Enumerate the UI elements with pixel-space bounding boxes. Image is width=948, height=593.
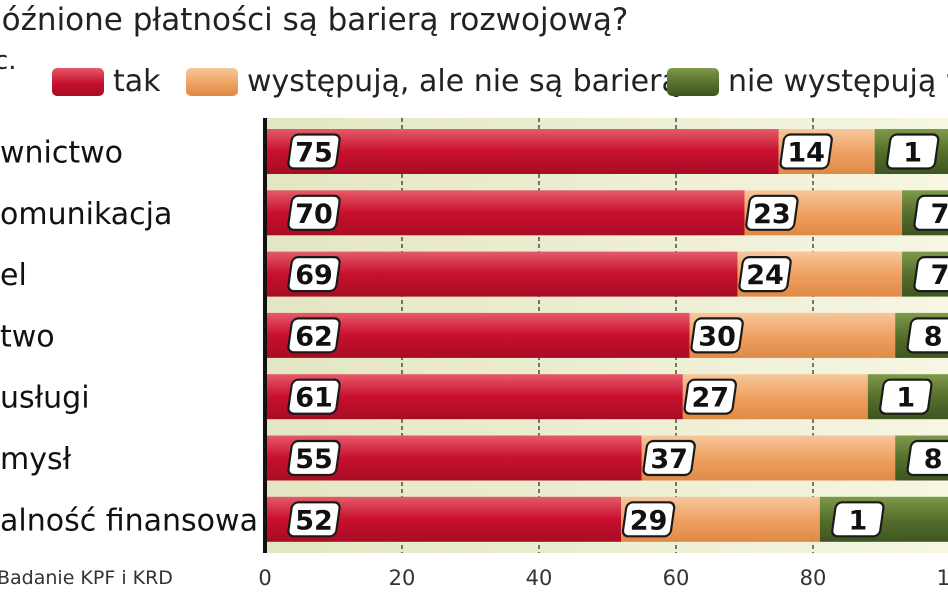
legend-item-tak: tak <box>52 64 161 99</box>
value-label-nie-wystepuja: 8 <box>906 317 948 354</box>
value-label-nie-wystepuja-text: 8 <box>924 321 943 352</box>
value-label-wystepuja: 23 <box>745 194 799 231</box>
category-label: omunikacja <box>0 197 172 232</box>
legend-swatch-wystepuja <box>186 67 238 96</box>
value-label-nie-wystepuja-box <box>879 378 933 415</box>
category-label: wnictwo <box>0 136 123 171</box>
bar-segment <box>265 251 738 297</box>
value-label-tak-box <box>287 317 341 354</box>
value-label-wystepuja-text: 27 <box>691 383 729 414</box>
category-label: mysł <box>0 442 72 477</box>
x-tick-label: 0 <box>258 566 271 590</box>
value-label-wystepuja-box <box>621 501 676 538</box>
category-label: el <box>0 258 27 293</box>
value-label-wystepuja-box <box>642 439 696 477</box>
value-label-nie-wystepuja-text: 7 <box>931 199 948 230</box>
value-label-wystepuja-box <box>779 133 833 170</box>
category-label: two <box>0 319 55 354</box>
value-label-wystepuja: 27 <box>683 378 737 415</box>
legend-label-nie-wystepuja: nie występują w <box>728 64 948 99</box>
value-label-wystepuja-text: 23 <box>753 199 791 230</box>
source-note: Badanie KPF i KRD <box>0 567 173 589</box>
legend-label-wystepuja: występują, ale nie są barierą <box>247 64 680 99</box>
value-label-nie-wystepuja-text: 1 <box>903 138 922 169</box>
value-label-nie-wystepuja: 1 <box>831 501 885 538</box>
x-tick-label: 10 <box>937 566 948 590</box>
value-label-nie-wystepuja-box <box>906 317 948 354</box>
value-label-nie-wystepuja: 1 <box>885 133 940 170</box>
legend-label-tak: tak <box>113 64 161 99</box>
value-label-tak: 62 <box>287 317 341 354</box>
value-label-tak: 52 <box>287 501 341 538</box>
value-label-tak-text: 55 <box>295 444 333 475</box>
value-label-wystepuja: 29 <box>621 501 676 538</box>
value-label-wystepuja-box <box>683 378 737 415</box>
value-label-nie-wystepuja-box <box>913 256 948 293</box>
value-label-wystepuja: 24 <box>738 256 792 293</box>
value-label-wystepuja-text: 30 <box>698 321 736 352</box>
value-label-wystepuja-box <box>690 317 744 354</box>
value-label-tak-text: 70 <box>295 199 333 230</box>
value-label-tak: 61 <box>287 378 341 415</box>
value-label-wystepuja: 37 <box>642 439 696 477</box>
x-tick-label: 20 <box>389 566 416 590</box>
value-label-wystepuja-text: 29 <box>630 505 668 536</box>
value-label-nie-wystepuja-box <box>913 194 948 231</box>
value-label-tak-box <box>287 501 341 538</box>
value-label-nie-wystepuja: 7 <box>913 256 948 293</box>
legend-item-nie-wystepuja: nie występują w <box>667 64 948 99</box>
value-label-nie-wystepuja: 1 <box>879 378 933 415</box>
value-label-nie-wystepuja: 8 <box>906 439 948 477</box>
x-tick-label: 60 <box>663 566 690 590</box>
value-label-tak: 69 <box>287 256 341 293</box>
value-label-wystepuja-box <box>745 194 799 231</box>
value-label-tak-text: 62 <box>295 321 333 352</box>
value-label-nie-wystepuja-text: 1 <box>848 505 867 536</box>
value-label-wystepuja-text: 14 <box>787 138 825 169</box>
bars: 75 14 1 70 23 7 69 24 7 62 30 8 61 27 1 55 37 8 52 29 1 <box>265 129 948 542</box>
value-label-nie-wystepuja-box <box>906 439 948 477</box>
value-label-nie-wystepuja-text: 8 <box>924 444 943 475</box>
value-label-tak: 75 <box>287 133 341 170</box>
value-label-nie-wystepuja-box <box>831 501 885 538</box>
value-label-wystepuja: 30 <box>690 317 744 354</box>
chart-subtitle: c. <box>0 46 17 76</box>
value-label-nie-wystepuja-text: 7 <box>931 260 948 291</box>
value-label-tak-text: 75 <box>295 138 333 169</box>
value-label-tak: 55 <box>287 439 341 477</box>
value-label-tak-box <box>287 378 341 415</box>
value-label-wystepuja-box <box>738 256 792 293</box>
x-axis-ticks: 0 20 40 60 80 10 <box>258 566 948 590</box>
category-labels: wnictwo omunikacja el two usługi mysł alność f… <box>0 136 258 539</box>
value-label-tak-text: 52 <box>295 505 333 536</box>
value-label-tak: 70 <box>287 194 341 231</box>
legend-swatch-tak <box>52 67 104 96</box>
value-label-tak-box <box>287 256 341 293</box>
legend-swatch-nie-wystepuja <box>667 67 719 96</box>
x-tick-label: 80 <box>800 566 827 590</box>
category-label: alność finansowa <box>0 503 258 538</box>
value-label-wystepuja: 14 <box>779 133 833 170</box>
value-label-tak-box <box>287 194 341 231</box>
value-label-tak-box <box>287 133 341 170</box>
bar-segment <box>265 129 779 174</box>
bar-segment <box>265 190 745 236</box>
value-label-tak-text: 69 <box>295 260 333 291</box>
value-label-nie-wystepuja-text: 1 <box>896 383 915 414</box>
chart-title: późnione płatności są barierą rozwojową? <box>0 2 629 38</box>
value-label-nie-wystepuja-box <box>885 133 940 170</box>
category-label: usługi <box>0 381 90 416</box>
value-label-wystepuja-text: 24 <box>746 260 784 291</box>
x-tick-label: 40 <box>526 566 553 590</box>
value-label-tak-box <box>287 439 341 477</box>
value-label-wystepuja-text: 37 <box>650 444 688 475</box>
legend-item-wystepuja: występują, ale nie są barierą <box>186 64 680 99</box>
value-label-tak-text: 61 <box>295 383 333 414</box>
value-label-nie-wystepuja: 7 <box>913 194 948 231</box>
legend: tak występują, ale nie są barierą nie wy… <box>0 64 948 104</box>
